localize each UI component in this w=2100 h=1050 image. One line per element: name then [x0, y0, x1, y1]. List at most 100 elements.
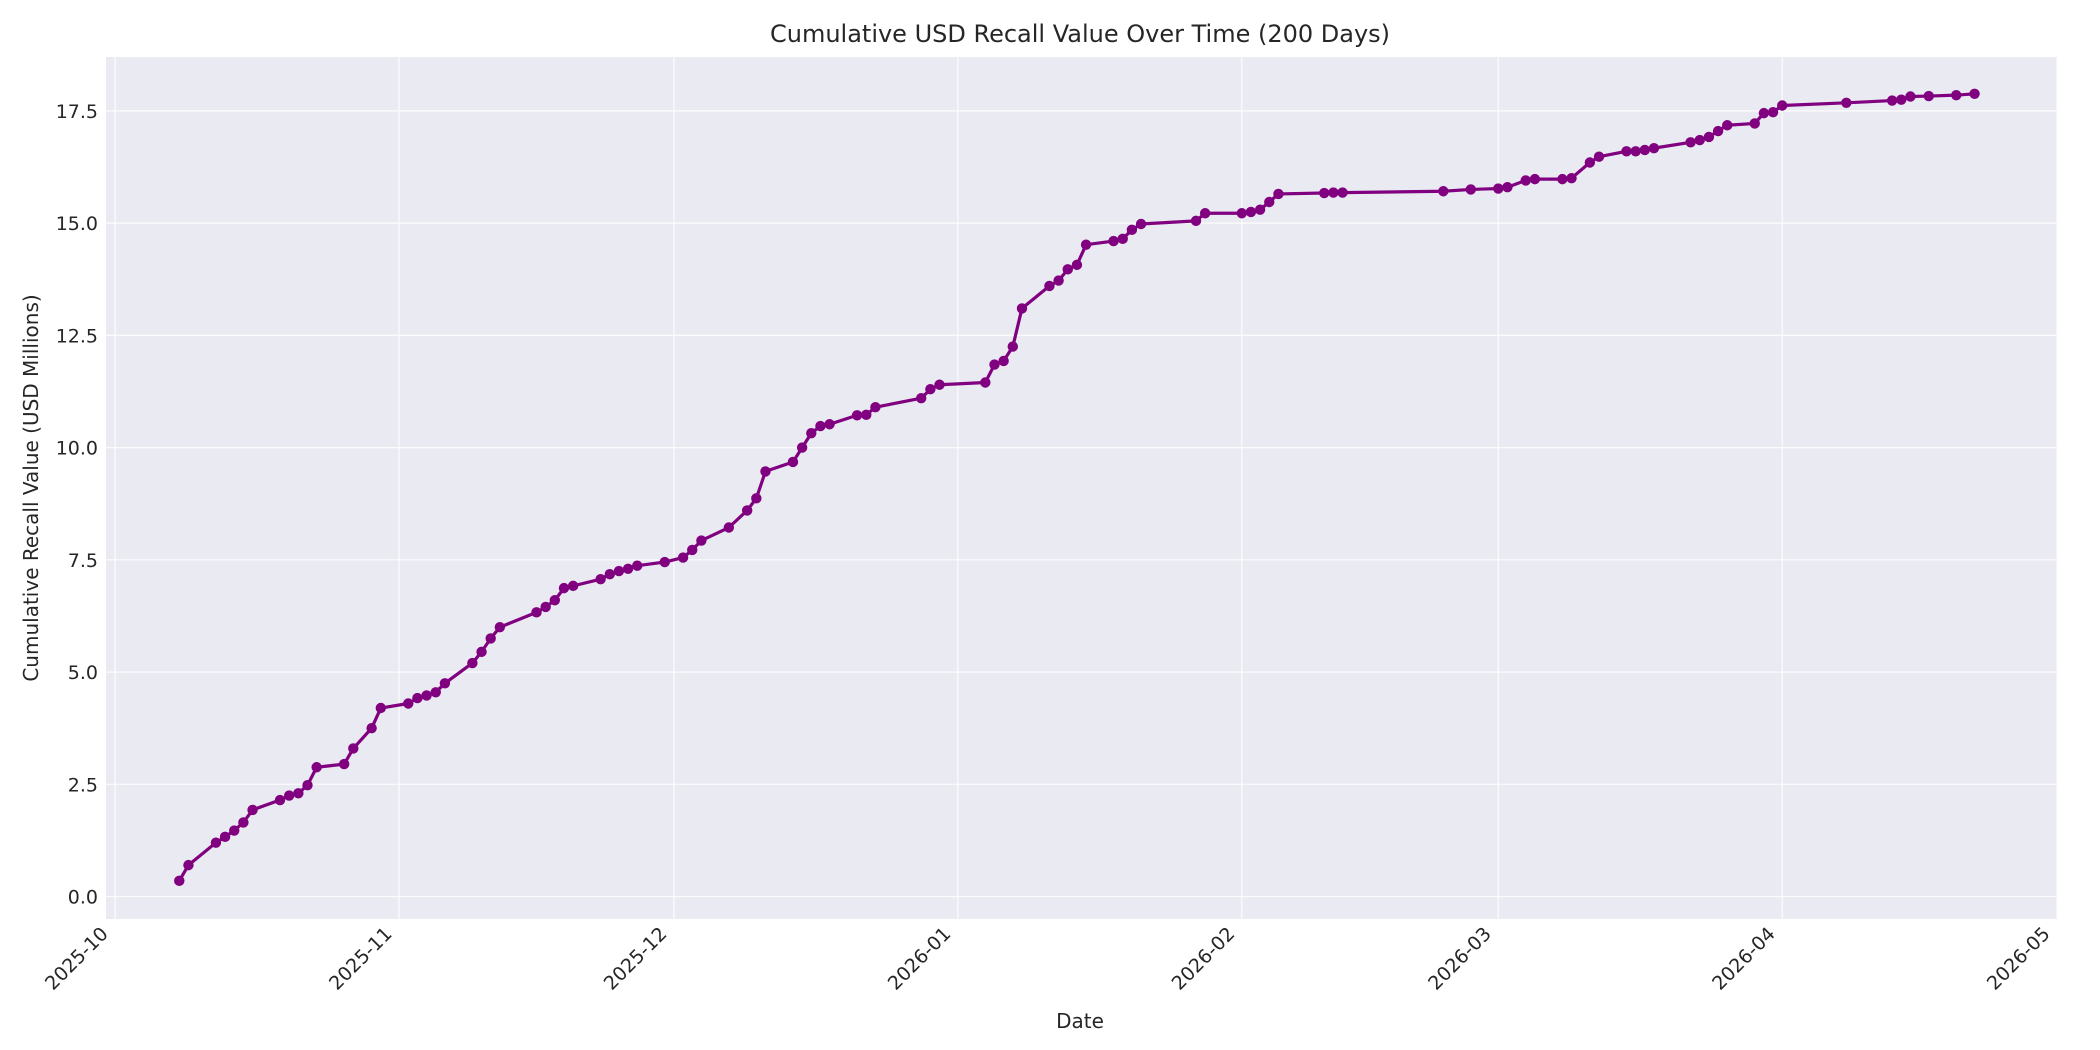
y-tick-label: 7.5	[68, 550, 98, 572]
data-point	[1199, 208, 1211, 219]
data-point	[1767, 107, 1779, 118]
data-point	[1135, 218, 1147, 230]
data-point	[1969, 88, 1980, 100]
x-tick-label: 2026-02	[1168, 923, 1240, 995]
series-layer	[174, 88, 1980, 887]
data-point	[861, 409, 872, 421]
data-point	[476, 646, 487, 658]
data-point	[1465, 184, 1476, 195]
data-point	[485, 633, 496, 644]
data-point	[375, 702, 386, 714]
data-point	[751, 493, 762, 504]
data-point	[1190, 215, 1202, 227]
data-point	[338, 758, 350, 770]
data-point	[696, 535, 707, 546]
data-point	[1639, 144, 1651, 156]
x-tick-label: 2026-04	[1708, 923, 1780, 995]
data-point	[851, 410, 863, 421]
data-point	[989, 359, 1000, 370]
data-point	[531, 607, 542, 618]
x-axis-label: Date	[1056, 1009, 1104, 1033]
data-point	[174, 875, 185, 887]
data-point	[1044, 280, 1055, 292]
data-point	[604, 569, 615, 580]
data-point	[1905, 91, 1916, 102]
y-tick-label: 15.0	[56, 213, 98, 235]
data-point	[1254, 204, 1266, 215]
data-point	[925, 384, 936, 395]
y-tick-label: 10.0	[56, 438, 98, 460]
data-point	[677, 552, 689, 563]
data-point	[741, 505, 753, 516]
data-point	[229, 825, 240, 836]
data-point	[916, 393, 927, 404]
data-point	[1529, 173, 1541, 185]
data-point	[815, 420, 826, 432]
data-point	[1264, 196, 1275, 208]
data-point	[540, 601, 551, 613]
data-point	[1566, 173, 1577, 184]
data-point	[870, 401, 881, 413]
data-point	[302, 780, 313, 791]
data-point	[934, 379, 945, 390]
data-point	[622, 563, 634, 575]
data-point	[787, 456, 799, 468]
data-point	[1685, 137, 1696, 148]
data-point	[1593, 151, 1605, 162]
data-point	[412, 692, 423, 704]
data-point	[998, 355, 1009, 367]
data-point	[1557, 173, 1568, 185]
data-point	[558, 582, 570, 594]
data-point	[366, 722, 377, 734]
data-point	[1117, 233, 1128, 245]
data-point	[806, 428, 817, 439]
data-point	[796, 442, 808, 453]
data-point	[1016, 303, 1028, 314]
data-point	[549, 595, 561, 606]
grid-lines	[106, 57, 2058, 919]
data-point	[760, 466, 771, 477]
data-point	[247, 804, 258, 816]
data-point	[1337, 187, 1348, 198]
data-point	[183, 859, 194, 871]
plot-area	[106, 57, 2057, 919]
data-point	[1080, 239, 1092, 250]
y-tick-label: 5.0	[68, 662, 98, 684]
data-point	[595, 573, 606, 585]
data-point	[1502, 182, 1513, 193]
data-point	[1438, 186, 1449, 197]
data-point	[1236, 208, 1247, 219]
data-point	[1319, 187, 1330, 199]
data-point	[1648, 142, 1660, 154]
data-point	[311, 762, 322, 773]
chart-title: Cumulative USD Recall Value Over Time (2…	[770, 20, 1390, 48]
data-point	[613, 565, 625, 577]
data-point	[1703, 131, 1715, 143]
data-point	[1493, 183, 1504, 194]
data-point	[1108, 235, 1119, 247]
data-point	[348, 743, 359, 754]
data-point	[1758, 107, 1770, 119]
data-point	[1053, 275, 1064, 286]
data-point	[421, 690, 432, 701]
x-tick-label: 2025-12	[600, 923, 672, 995]
data-point	[430, 687, 441, 698]
data-point	[219, 831, 231, 843]
data-point	[659, 556, 670, 568]
x-tick-label: 2025-10	[41, 923, 113, 995]
data-point	[467, 657, 478, 669]
data-point	[1722, 120, 1733, 131]
data-point	[1520, 175, 1531, 186]
data-point	[274, 794, 286, 806]
y-tick-label: 2.5	[68, 774, 98, 796]
data-point	[1621, 146, 1632, 157]
data-point	[1273, 188, 1284, 200]
data-point	[439, 678, 451, 689]
data-point	[210, 837, 222, 848]
x-tick-label: 2026-03	[1424, 923, 1496, 995]
y-tick-label: 12.5	[56, 325, 98, 347]
x-tick-label: 2026-01	[884, 923, 956, 995]
data-point	[687, 544, 698, 556]
